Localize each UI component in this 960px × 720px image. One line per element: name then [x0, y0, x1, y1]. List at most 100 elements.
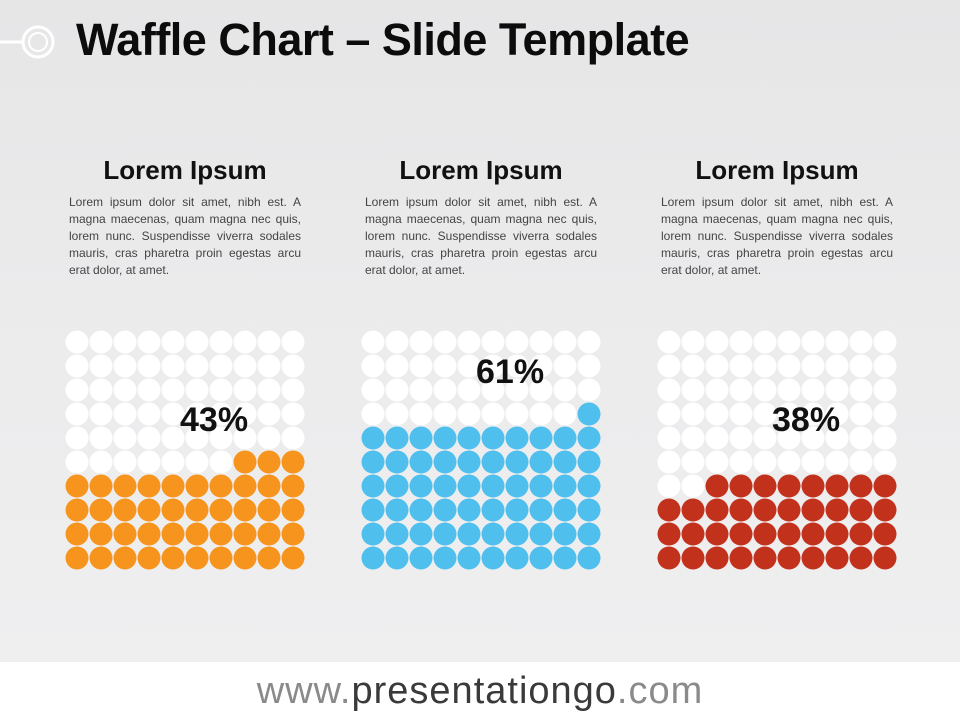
- waffle-cell-empty: [185, 426, 209, 450]
- panel-heading: Lorem Ipsum: [695, 155, 859, 185]
- waffle-cell-filled: [137, 498, 161, 522]
- waffle-cell-empty: [409, 354, 433, 378]
- waffle-cell-filled: [409, 426, 433, 450]
- panel-text: Lorem ipsum dolor sit amet, nibh est. A …: [365, 195, 597, 277]
- waffle-cell-filled: [385, 474, 409, 498]
- waffle-cell-filled: [657, 498, 681, 522]
- waffle-cell-empty: [657, 378, 681, 402]
- title-decoration-icon: [0, 25, 55, 59]
- waffle-cell-empty: [161, 426, 185, 450]
- waffle-cell-empty: [873, 354, 897, 378]
- waffle-cell-empty: [209, 402, 233, 426]
- waffle-cell-empty: [65, 354, 89, 378]
- waffle-cell-filled: [281, 450, 305, 474]
- waffle-cell-filled: [825, 474, 849, 498]
- waffle-cell-filled: [233, 522, 257, 546]
- waffle-cell-empty: [825, 426, 849, 450]
- waffle-cell-empty: [137, 354, 161, 378]
- waffle-cell-filled: [457, 450, 481, 474]
- waffle-cell-filled: [577, 498, 601, 522]
- waffle-cell-filled: [409, 474, 433, 498]
- waffle-cell-empty: [433, 402, 457, 426]
- waffle-cell-empty: [457, 354, 481, 378]
- waffle-cell-filled: [849, 546, 873, 570]
- waffle-cell-empty: [729, 354, 753, 378]
- waffle-cell-empty: [873, 378, 897, 402]
- waffle-cell-empty: [233, 402, 257, 426]
- waffle-cell-filled: [801, 474, 825, 498]
- waffle-cell-filled: [433, 474, 457, 498]
- waffle-cell-empty: [281, 426, 305, 450]
- waffle-cell-empty: [433, 330, 457, 354]
- waffle-cell-filled: [257, 522, 281, 546]
- waffle-cell-empty: [113, 426, 137, 450]
- waffle-cell-empty: [657, 426, 681, 450]
- waffle-cell-filled: [257, 474, 281, 498]
- waffle-cell-empty: [113, 378, 137, 402]
- waffle-cell-filled: [113, 522, 137, 546]
- waffle-cell-empty: [257, 402, 281, 426]
- waffle-cell-empty: [361, 330, 385, 354]
- waffle-cell-empty: [385, 378, 409, 402]
- waffle-cell-filled: [529, 426, 553, 450]
- waffle-cell-filled: [681, 498, 705, 522]
- waffle-chart-2: 61%: [361, 330, 601, 570]
- waffle-cell-filled: [161, 522, 185, 546]
- waffle-cell-empty: [849, 330, 873, 354]
- waffle-cell-empty: [777, 426, 801, 450]
- waffle-cell-empty: [801, 354, 825, 378]
- waffle-cell-filled: [281, 522, 305, 546]
- waffle-cell-empty: [113, 330, 137, 354]
- waffle-cell-filled: [257, 498, 281, 522]
- waffle-cell-empty: [849, 378, 873, 402]
- waffle-cell-empty: [185, 402, 209, 426]
- waffle-cell-filled: [281, 546, 305, 570]
- waffle-cell-empty: [777, 330, 801, 354]
- waffle-cell-filled: [457, 522, 481, 546]
- waffle-cell-filled: [681, 522, 705, 546]
- waffle-cell-filled: [753, 474, 777, 498]
- waffle-cell-empty: [113, 402, 137, 426]
- waffle-cell-empty: [185, 450, 209, 474]
- waffle-cell-filled: [729, 498, 753, 522]
- waffle-cell-empty: [89, 354, 113, 378]
- waffle-cell-filled: [385, 522, 409, 546]
- waffle-cell-empty: [161, 330, 185, 354]
- waffle-cell-empty: [233, 354, 257, 378]
- waffle-cell-filled: [113, 546, 137, 570]
- waffle-cell-filled: [553, 498, 577, 522]
- waffle-cell-empty: [161, 450, 185, 474]
- waffle-cell-filled: [233, 498, 257, 522]
- waffle-cell-filled: [657, 546, 681, 570]
- percentage-label: 61%: [476, 353, 545, 391]
- footer-url[interactable]: www.presentationgo.com: [0, 662, 960, 720]
- waffle-cell-filled: [529, 546, 553, 570]
- waffle-cell-empty: [481, 378, 505, 402]
- waffle-cell-filled: [209, 546, 233, 570]
- waffle-cell-empty: [657, 402, 681, 426]
- waffle-cell-filled: [233, 450, 257, 474]
- waffle-cell-filled: [873, 498, 897, 522]
- waffle-cell-empty: [257, 426, 281, 450]
- waffle-cell-filled: [777, 522, 801, 546]
- waffle-svg: [657, 330, 897, 570]
- waffle-cell-filled: [777, 498, 801, 522]
- waffle-cell-filled: [409, 498, 433, 522]
- waffle-cell-empty: [89, 378, 113, 402]
- waffle-cell-empty: [825, 402, 849, 426]
- waffle-cell-empty: [505, 354, 529, 378]
- waffle-cell-filled: [65, 522, 89, 546]
- waffle-cell-empty: [777, 450, 801, 474]
- waffle-cell-empty: [65, 402, 89, 426]
- waffle-cell-empty: [65, 330, 89, 354]
- panel-2: Lorem Ipsum Lorem ipsum dolor sit amet, …: [361, 150, 601, 279]
- waffle-svg: [65, 330, 305, 570]
- waffle-cell-empty: [209, 450, 233, 474]
- waffle-cell-filled: [753, 498, 777, 522]
- waffle-cell-empty: [433, 354, 457, 378]
- waffle-cell-empty: [65, 450, 89, 474]
- waffle-cell-filled: [505, 546, 529, 570]
- waffle-cell-filled: [433, 546, 457, 570]
- waffle-cell-empty: [825, 330, 849, 354]
- waffle-cell-empty: [361, 354, 385, 378]
